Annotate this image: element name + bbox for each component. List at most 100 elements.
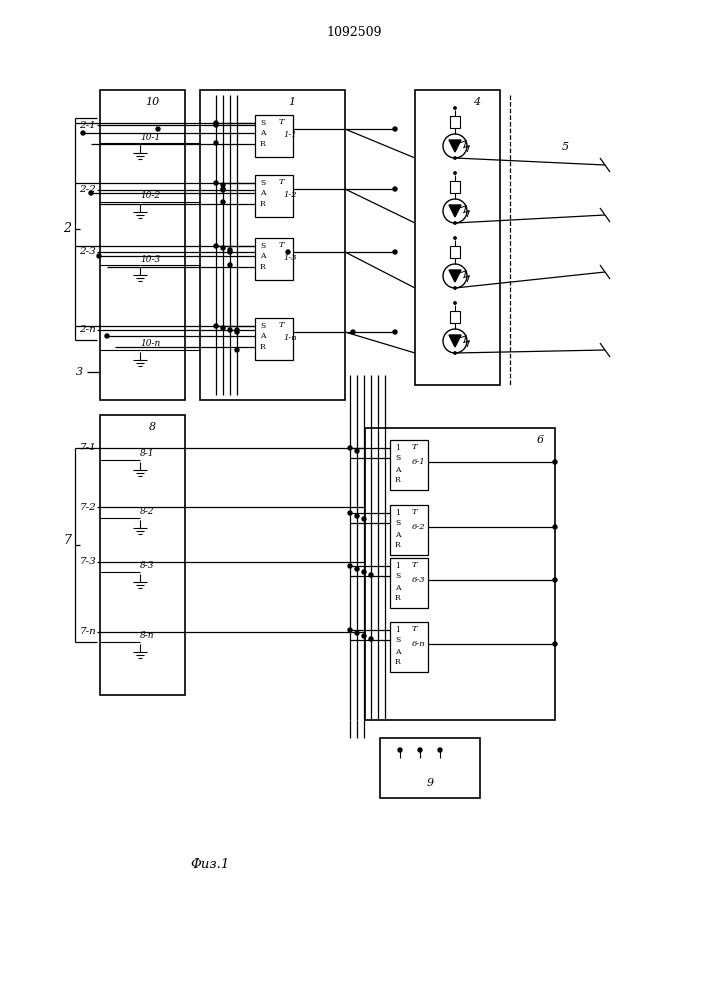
Circle shape xyxy=(214,123,218,127)
Text: 1-n: 1-n xyxy=(283,334,297,342)
Text: R: R xyxy=(260,140,266,148)
Text: 10-1: 10-1 xyxy=(140,132,160,141)
Text: R: R xyxy=(260,200,266,208)
Circle shape xyxy=(105,334,109,338)
Bar xyxy=(380,738,480,798)
Text: R: R xyxy=(395,594,401,602)
Text: 10: 10 xyxy=(145,97,159,107)
Circle shape xyxy=(355,449,359,453)
Text: 3: 3 xyxy=(76,367,83,377)
Circle shape xyxy=(393,187,397,191)
Text: A: A xyxy=(260,129,266,137)
Text: 10-2: 10-2 xyxy=(140,192,160,200)
Circle shape xyxy=(438,748,442,752)
Text: 1-3: 1-3 xyxy=(283,254,297,262)
Text: T: T xyxy=(412,508,418,516)
Text: S: S xyxy=(395,636,400,644)
Bar xyxy=(255,238,293,280)
Text: 2-3: 2-3 xyxy=(79,247,96,256)
Circle shape xyxy=(221,326,225,330)
Circle shape xyxy=(454,237,456,239)
Circle shape xyxy=(228,250,232,254)
Text: 8: 8 xyxy=(148,422,156,432)
Text: 7-2: 7-2 xyxy=(79,502,96,512)
Text: T: T xyxy=(279,118,285,126)
Circle shape xyxy=(553,460,557,464)
Text: T: T xyxy=(412,561,418,569)
Text: S: S xyxy=(260,242,265,250)
Text: S: S xyxy=(260,179,265,187)
Text: 6-2: 6-2 xyxy=(412,523,426,531)
Text: 6-3: 6-3 xyxy=(412,576,426,584)
Text: 1: 1 xyxy=(395,626,400,634)
Text: Φиз.1: Φиз.1 xyxy=(190,858,230,871)
Text: T: T xyxy=(412,443,418,451)
Circle shape xyxy=(454,157,456,159)
Bar xyxy=(100,415,185,695)
Polygon shape xyxy=(449,140,461,152)
Text: 2-2: 2-2 xyxy=(79,186,96,194)
Bar xyxy=(390,440,428,490)
Bar xyxy=(100,90,185,400)
Text: 7-n: 7-n xyxy=(79,628,96,637)
Text: 1: 1 xyxy=(395,509,400,517)
Text: A: A xyxy=(395,584,400,592)
Circle shape xyxy=(362,634,366,638)
Circle shape xyxy=(454,352,456,354)
Text: 8-2: 8-2 xyxy=(140,508,155,516)
Circle shape xyxy=(362,570,366,574)
Polygon shape xyxy=(449,335,461,347)
Text: 7-1: 7-1 xyxy=(79,444,96,452)
Circle shape xyxy=(235,328,239,332)
Text: 7: 7 xyxy=(63,534,71,546)
Circle shape xyxy=(348,511,352,515)
Text: S: S xyxy=(395,519,400,527)
Text: 4: 4 xyxy=(474,97,481,107)
Circle shape xyxy=(214,244,218,248)
Text: 2-1: 2-1 xyxy=(79,120,96,129)
Circle shape xyxy=(228,263,232,267)
Circle shape xyxy=(454,302,456,304)
Circle shape xyxy=(398,748,402,752)
Circle shape xyxy=(221,188,225,192)
Circle shape xyxy=(393,250,397,254)
Circle shape xyxy=(286,250,290,254)
Text: 10-3: 10-3 xyxy=(140,254,160,263)
Text: 6: 6 xyxy=(537,435,544,445)
Circle shape xyxy=(553,642,557,646)
Circle shape xyxy=(454,172,456,174)
Circle shape xyxy=(355,631,359,635)
Circle shape xyxy=(369,573,373,577)
Bar xyxy=(390,558,428,608)
Text: 8-1: 8-1 xyxy=(140,450,155,458)
Polygon shape xyxy=(449,270,461,282)
Text: T: T xyxy=(279,241,285,249)
Circle shape xyxy=(553,578,557,582)
Text: 9: 9 xyxy=(426,778,433,788)
Text: S: S xyxy=(260,119,265,127)
Circle shape xyxy=(454,107,456,109)
Bar xyxy=(200,90,345,400)
Polygon shape xyxy=(449,205,461,217)
Circle shape xyxy=(454,222,456,224)
Circle shape xyxy=(418,748,422,752)
Bar xyxy=(450,181,460,193)
Circle shape xyxy=(97,254,101,258)
Bar xyxy=(255,175,293,217)
Text: T: T xyxy=(279,321,285,329)
Text: R: R xyxy=(395,658,401,666)
Bar xyxy=(450,246,460,258)
Text: 1: 1 xyxy=(395,562,400,570)
Text: A: A xyxy=(260,332,266,340)
Circle shape xyxy=(235,330,239,334)
Circle shape xyxy=(393,127,397,131)
Bar xyxy=(255,115,293,157)
Text: 8-n: 8-n xyxy=(140,632,155,641)
Bar xyxy=(450,311,460,323)
Circle shape xyxy=(454,287,456,289)
Text: R: R xyxy=(260,343,266,351)
Circle shape xyxy=(369,637,373,641)
Text: 1: 1 xyxy=(288,97,296,107)
Bar xyxy=(255,318,293,360)
Circle shape xyxy=(81,131,85,135)
